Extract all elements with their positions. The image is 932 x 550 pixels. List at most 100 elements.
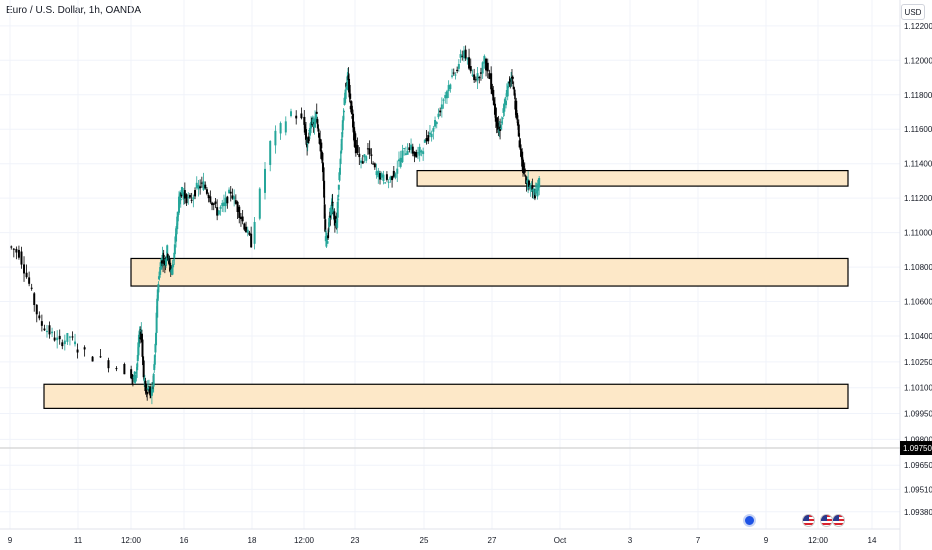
event-icon-us-1[interactable] [801, 514, 815, 527]
candle-body [418, 146, 421, 156]
candle-body [15, 248, 18, 253]
candle-body [330, 204, 333, 214]
candle-body [10, 246, 13, 248]
candle-body [131, 374, 134, 379]
candle-body [40, 321, 43, 326]
candle-body [469, 66, 472, 72]
candle-body [536, 189, 539, 197]
candle-body [427, 135, 430, 142]
candle-body [340, 139, 343, 151]
candle-body [305, 136, 308, 145]
candle-body [178, 194, 181, 205]
candle-body [348, 84, 351, 98]
candle-body [180, 192, 183, 197]
candle-body [478, 77, 481, 79]
candle-body [179, 198, 182, 201]
candle-body [30, 287, 33, 289]
price-tick-label: 1.09800 [904, 435, 932, 444]
candle-body [435, 122, 438, 125]
candle-body [183, 190, 186, 199]
candle-body [444, 95, 447, 99]
candle-body [245, 226, 248, 233]
price-tick-label: 1.11400 [904, 160, 932, 169]
candle-body [23, 264, 26, 274]
candle-body [170, 269, 173, 273]
candle-body [403, 147, 406, 149]
time-tick-label: 18 [248, 536, 257, 545]
candle-body [492, 89, 495, 101]
support-zone-lower[interactable] [43, 383, 849, 409]
price-tick-label: 1.10400 [904, 332, 932, 341]
event-icon-us-3[interactable] [832, 514, 846, 527]
sr-zone-middle[interactable] [130, 257, 849, 287]
candle-body [342, 115, 345, 121]
resistance-zone-upper[interactable] [416, 169, 849, 187]
candle-body [172, 259, 175, 261]
candle-body [76, 349, 79, 353]
candle-body [340, 150, 343, 154]
candle-body [180, 186, 183, 194]
current-price-label: 1.09750 [903, 444, 932, 453]
candle-body [228, 189, 231, 194]
price-tick-label: 1.09950 [904, 410, 932, 419]
candle-body [314, 118, 317, 124]
candle-body [182, 194, 185, 199]
time-tick-label: 9 [764, 536, 769, 545]
candle-body [530, 189, 533, 192]
candle-body [319, 138, 322, 144]
candle-body [207, 194, 210, 199]
candle-body [499, 128, 502, 130]
candle-body [142, 360, 145, 378]
candle-body [48, 325, 51, 335]
candle-body [452, 72, 455, 74]
candle-body [179, 197, 182, 199]
candle-body [497, 122, 500, 133]
candle-body [315, 111, 318, 114]
candle-body [336, 201, 339, 218]
candle-body [253, 221, 256, 244]
candle-body [327, 228, 330, 230]
candle-body [219, 206, 222, 209]
candle-body [363, 154, 366, 158]
candle-body [353, 131, 356, 142]
candle-body [146, 392, 149, 395]
candle-body [61, 342, 64, 347]
candle-body [159, 266, 162, 275]
candle-body [197, 184, 200, 190]
candle-body [494, 107, 497, 122]
event-icon-blue[interactable] [743, 514, 756, 527]
candle-body [306, 142, 309, 148]
candle-body [239, 216, 242, 220]
currency-selector-button[interactable]: USD [901, 4, 925, 20]
candle-body [115, 368, 118, 370]
candle-body [231, 195, 234, 199]
candle-body [529, 186, 532, 189]
price-tick-label: 1.10800 [904, 263, 932, 272]
candle-body [269, 141, 272, 165]
candle-body [517, 124, 520, 137]
candle-body [382, 174, 385, 182]
candle-body [194, 190, 197, 197]
candle-body [303, 116, 306, 125]
time-tick-label: 23 [351, 536, 360, 545]
candle-body [295, 115, 298, 119]
candle-body [168, 258, 171, 266]
candle-body [53, 337, 56, 341]
time-tick-label: 3 [628, 536, 633, 545]
candle-body [181, 192, 184, 195]
candle-body [377, 170, 380, 178]
price-tick-label: 1.10250 [904, 358, 932, 367]
candle-body [456, 69, 459, 72]
candle-body [513, 89, 516, 96]
candle-body [510, 78, 513, 80]
candle-body [284, 121, 287, 133]
candle-body [341, 120, 344, 131]
candle-body [141, 339, 144, 357]
candle-body [331, 201, 334, 207]
candle-body [347, 75, 350, 81]
candle-body [175, 233, 178, 242]
candle-body [185, 194, 188, 204]
candle-body [173, 244, 176, 255]
candle-body [518, 140, 521, 148]
